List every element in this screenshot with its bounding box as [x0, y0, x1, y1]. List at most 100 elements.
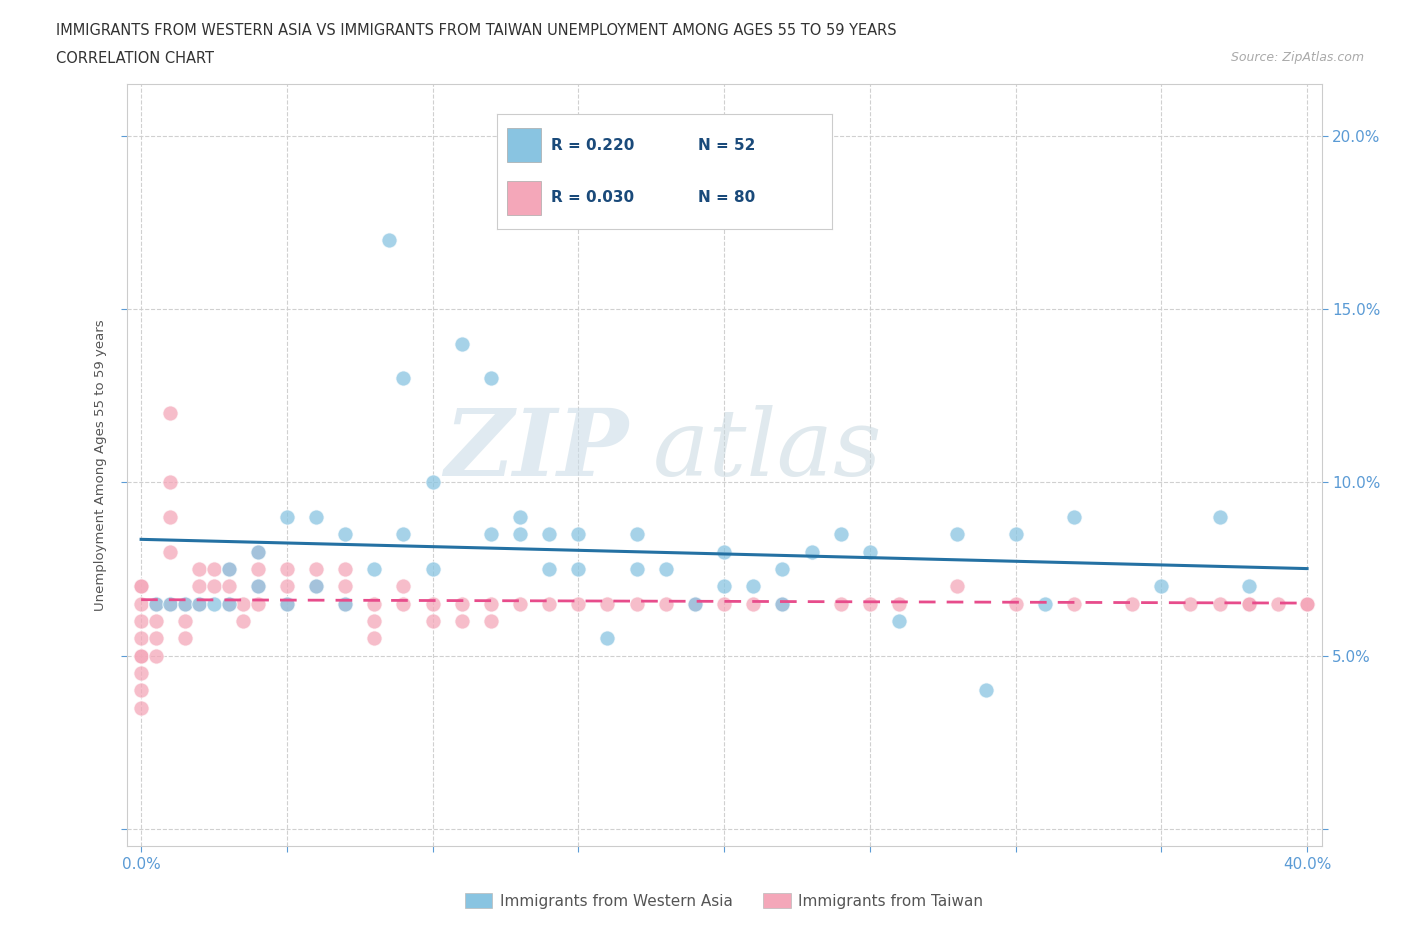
Point	[626, 527, 648, 542]
Legend: Immigrants from Western Asia, Immigrants from Taiwan: Immigrants from Western Asia, Immigrants…	[458, 886, 990, 915]
Point	[422, 562, 444, 577]
Point	[742, 578, 765, 593]
Point	[713, 596, 735, 611]
Point	[567, 562, 589, 577]
Point	[422, 475, 444, 490]
Point	[479, 371, 502, 386]
Point	[218, 562, 240, 577]
Text: CORRELATION CHART: CORRELATION CHART	[56, 51, 214, 66]
Point	[246, 544, 269, 559]
Point	[145, 648, 167, 663]
Point	[655, 596, 678, 611]
Point	[129, 614, 152, 629]
Point	[159, 544, 181, 559]
Point	[129, 578, 152, 593]
Point	[232, 596, 254, 611]
Point	[422, 614, 444, 629]
Point	[202, 596, 225, 611]
Point	[713, 544, 735, 559]
Point	[333, 562, 356, 577]
Point	[1237, 578, 1260, 593]
Point	[159, 510, 181, 525]
Point	[479, 527, 502, 542]
Point	[363, 596, 385, 611]
Point	[1296, 596, 1319, 611]
Point	[683, 596, 706, 611]
Point	[1150, 578, 1173, 593]
Point	[392, 371, 415, 386]
Point	[159, 596, 181, 611]
Point	[145, 631, 167, 645]
Point	[232, 614, 254, 629]
Point	[159, 596, 181, 611]
Point	[363, 631, 385, 645]
Point	[538, 562, 561, 577]
Point	[946, 578, 969, 593]
Point	[859, 596, 882, 611]
Y-axis label: Unemployment Among Ages 55 to 59 years: Unemployment Among Ages 55 to 59 years	[94, 319, 107, 611]
Point	[1208, 510, 1230, 525]
Point	[305, 562, 328, 577]
Point	[188, 562, 211, 577]
Point	[946, 527, 969, 542]
Point	[509, 527, 531, 542]
Point	[202, 578, 225, 593]
Point	[479, 596, 502, 611]
Point	[742, 596, 765, 611]
Point	[713, 578, 735, 593]
Point	[333, 527, 356, 542]
Point	[479, 614, 502, 629]
Point	[188, 578, 211, 593]
Point	[1004, 527, 1026, 542]
Point	[509, 510, 531, 525]
Point	[129, 648, 152, 663]
Point	[859, 544, 882, 559]
Point	[333, 596, 356, 611]
Point	[596, 596, 619, 611]
Point	[276, 596, 298, 611]
Point	[129, 596, 152, 611]
Point	[305, 578, 328, 593]
Point	[188, 596, 211, 611]
Point	[392, 596, 415, 611]
Text: Source: ZipAtlas.com: Source: ZipAtlas.com	[1230, 51, 1364, 64]
Point	[538, 527, 561, 542]
Point	[218, 596, 240, 611]
Point	[1267, 596, 1289, 611]
Point	[246, 544, 269, 559]
Point	[145, 614, 167, 629]
Point	[830, 596, 852, 611]
Point	[450, 614, 472, 629]
Point	[887, 596, 910, 611]
Point	[276, 596, 298, 611]
Point	[159, 475, 181, 490]
Point	[770, 596, 793, 611]
Point	[129, 683, 152, 698]
Point	[173, 614, 195, 629]
Point	[800, 544, 823, 559]
Point	[173, 596, 195, 611]
Point	[276, 578, 298, 593]
Point	[1296, 596, 1319, 611]
Point	[333, 596, 356, 611]
Point	[596, 631, 619, 645]
Point	[218, 562, 240, 577]
Point	[129, 666, 152, 681]
Point	[129, 631, 152, 645]
Text: ZIP: ZIP	[444, 405, 628, 495]
Point	[305, 578, 328, 593]
Point	[246, 562, 269, 577]
Point	[276, 510, 298, 525]
Point	[1208, 596, 1230, 611]
Point	[422, 596, 444, 611]
Point	[1296, 596, 1319, 611]
Text: atlas: atlas	[652, 405, 882, 495]
Point	[276, 562, 298, 577]
Point	[1121, 596, 1143, 611]
Point	[1063, 596, 1085, 611]
Point	[1004, 596, 1026, 611]
Point	[145, 596, 167, 611]
Point	[218, 578, 240, 593]
Point	[378, 232, 401, 247]
Point	[450, 596, 472, 611]
